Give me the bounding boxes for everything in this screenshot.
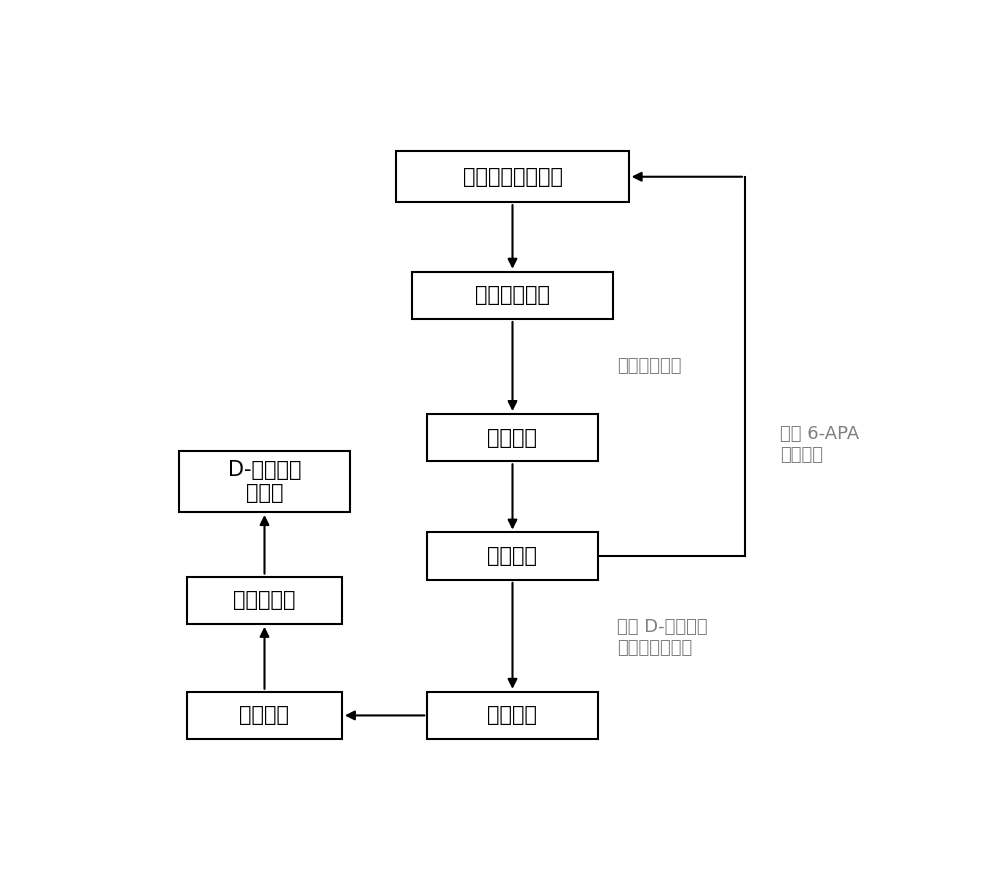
FancyBboxPatch shape: [427, 532, 598, 580]
Text: 酶法合成阴莫西林: 酶法合成阴莫西林: [462, 166, 562, 187]
Text: 母液水解: 母液水解: [488, 428, 538, 448]
Text: 富含 6-APA
的洗脱液: 富含 6-APA 的洗脱液: [780, 425, 859, 464]
Text: 树脂分离: 树脂分离: [488, 546, 538, 566]
FancyBboxPatch shape: [187, 692, 342, 739]
Text: D-对羟基苯
甸氨酸: D-对羟基苯 甸氨酸: [228, 460, 301, 503]
Text: 纳滤浓缩: 纳滤浓缩: [240, 706, 290, 725]
Text: 超滤除杂: 超滤除杂: [488, 706, 538, 725]
Text: 等电点结晶: 等电点结晶: [233, 590, 296, 610]
Text: 提取阴莫西林: 提取阴莫西林: [475, 285, 550, 305]
FancyBboxPatch shape: [412, 272, 613, 319]
FancyBboxPatch shape: [396, 151, 629, 202]
Text: 富含 D-对羟基苯
甸氨酸的洗脱液: 富含 D-对羟基苯 甸氨酸的洗脱液: [617, 618, 708, 656]
FancyBboxPatch shape: [187, 576, 342, 624]
Text: 青霉素酰化酶: 青霉素酰化酶: [617, 357, 682, 376]
FancyBboxPatch shape: [427, 414, 598, 461]
FancyBboxPatch shape: [427, 692, 598, 739]
FancyBboxPatch shape: [179, 451, 350, 512]
